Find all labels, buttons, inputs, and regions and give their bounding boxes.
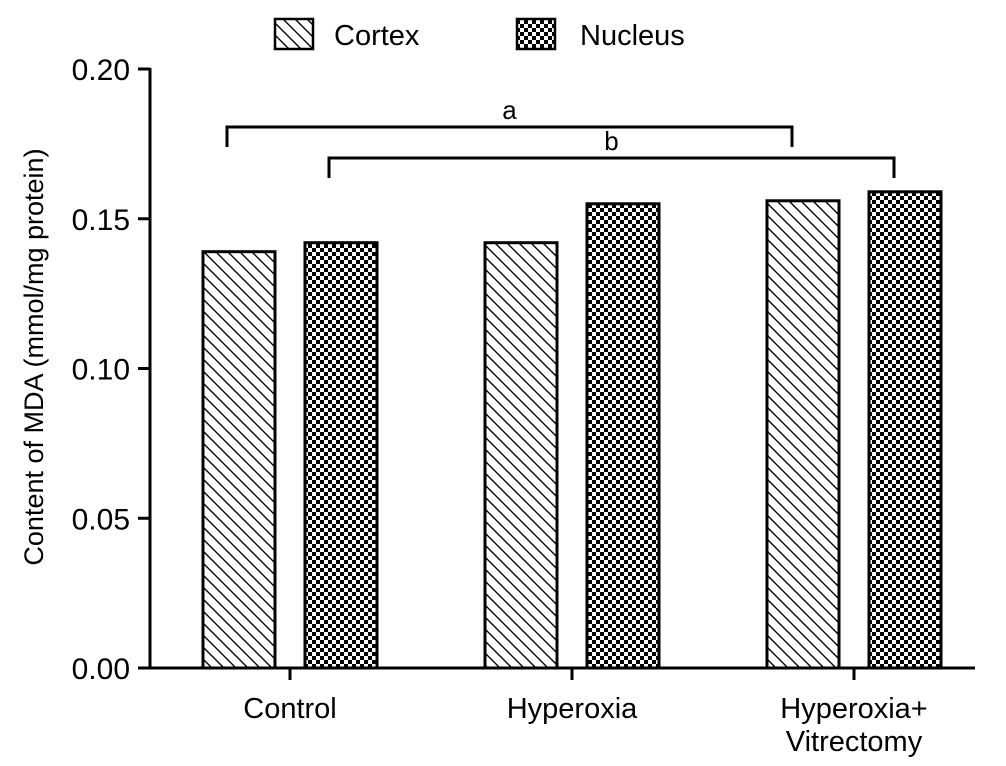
legend-item-cortex: Cortex (273, 17, 420, 52)
significance-label-b: b (604, 126, 618, 156)
legend-item-nucleus: Nucleus (515, 17, 685, 52)
x-axis: Control Hyperoxia Hyperoxia+ Vitrectomy (150, 666, 975, 758)
significance-label-a: a (502, 95, 517, 125)
y-tick-label: 0.05 (72, 503, 130, 536)
y-axis: 0.00 0.05 0.10 0.15 0.20 (72, 54, 152, 686)
legend-label-cortex: Cortex (334, 20, 420, 52)
y-ticks: 0.00 0.05 0.10 0.15 0.20 (72, 54, 150, 686)
y-tick-label: 0.00 (72, 653, 130, 686)
bar-nucleus-0 (303, 241, 379, 670)
x-tick-label: Hyperoxia+ Vitrectomy (780, 693, 928, 758)
y-axis-title: Content of MDA (mmol/mg protein) (19, 148, 49, 565)
legend-label-nucleus: Nucleus (580, 20, 685, 52)
bar-cortex-0 (201, 250, 277, 670)
y-tick-label: 0.20 (72, 54, 130, 87)
legend-swatch-cortex (273, 17, 315, 51)
significance-bracket-b (327, 156, 896, 178)
legend: Cortex Nucleus (273, 17, 685, 52)
x-tick-label: Hyperoxia (507, 693, 638, 725)
x-tick-label: Control (243, 693, 337, 725)
bar-cortex-2 (765, 199, 841, 670)
y-tick-label: 0.15 (72, 204, 130, 237)
significance-bracket-a (225, 125, 794, 147)
bars (201, 190, 943, 670)
x-ticks: Control Hyperoxia Hyperoxia+ Vitrectomy (243, 668, 928, 758)
y-tick-label: 0.10 (72, 354, 130, 387)
bar-cortex-1 (483, 241, 559, 670)
bar-nucleus-1 (585, 202, 661, 670)
bar-nucleus-2 (867, 190, 943, 670)
legend-swatch-nucleus (515, 17, 557, 51)
significance-brackets: ab (225, 95, 896, 178)
